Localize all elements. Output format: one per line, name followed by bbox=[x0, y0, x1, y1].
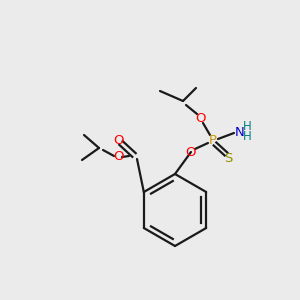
Text: O: O bbox=[113, 134, 123, 146]
Text: H: H bbox=[243, 130, 251, 143]
Text: S: S bbox=[224, 152, 232, 164]
Text: N: N bbox=[235, 125, 245, 139]
Text: P: P bbox=[209, 134, 217, 146]
Text: O: O bbox=[186, 146, 196, 158]
Text: O: O bbox=[113, 151, 123, 164]
Text: O: O bbox=[195, 112, 205, 124]
Text: H: H bbox=[243, 119, 251, 133]
